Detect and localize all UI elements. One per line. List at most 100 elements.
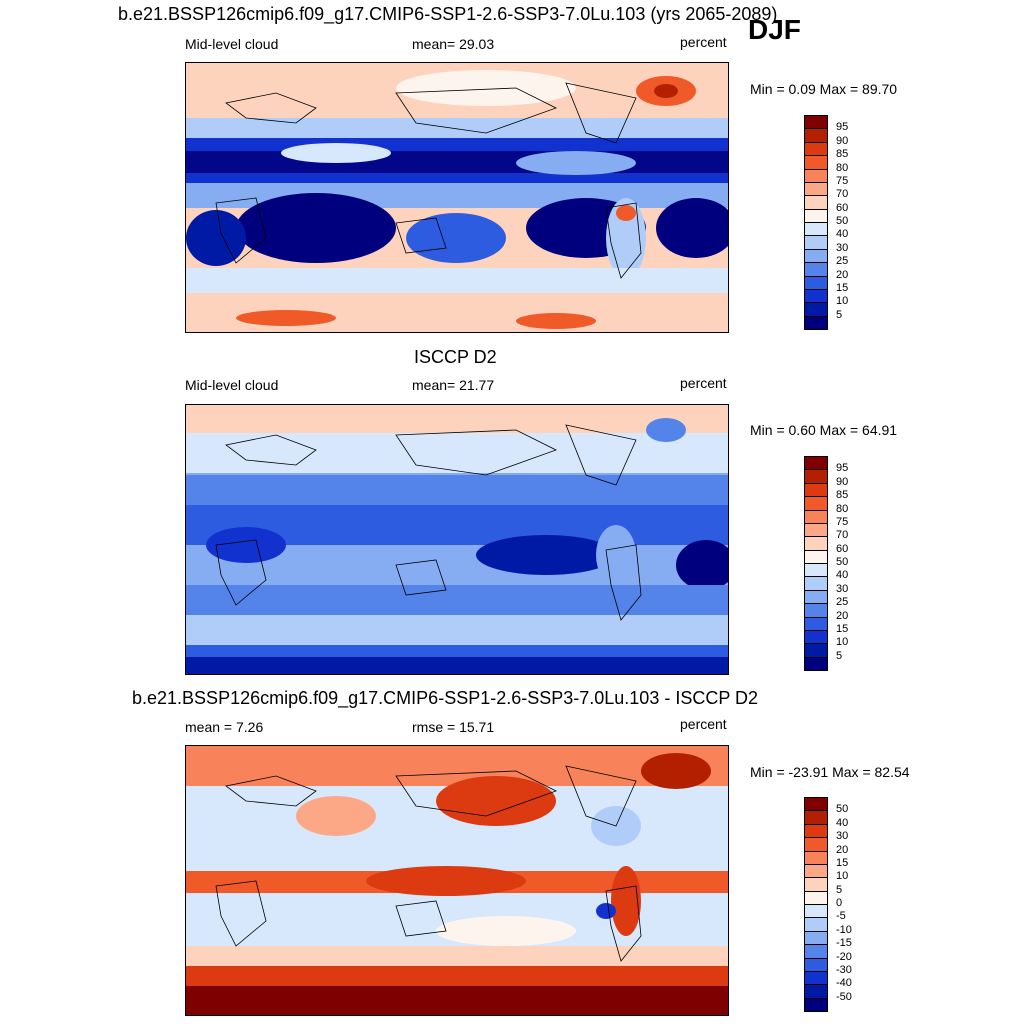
colorbar-tick-label: 75 [836, 174, 849, 187]
colorbar-cell [804, 616, 828, 631]
colorbar-tick-label: 50 [836, 556, 849, 568]
colorbar-tick-label: 60 [836, 542, 849, 555]
colorbar-tick-label: 30 [836, 830, 849, 843]
colorbar-cell [804, 115, 828, 130]
colorbar-cell [804, 496, 828, 511]
colorbar-cell [804, 315, 828, 330]
colorbar-cell [804, 128, 828, 143]
colorbar-tick-label: 85 [836, 489, 849, 502]
colorbar-tick-label: 20 [836, 843, 849, 856]
panel3-map [185, 745, 729, 1016]
colorbar-tick-label: 5 [836, 883, 843, 896]
colorbar-cell [804, 629, 828, 645]
panel3-units-label: percent [680, 716, 727, 732]
colorbar-tick-label: 70 [836, 188, 849, 201]
colorbar-cell [804, 576, 828, 591]
panel3-title: b.e21.BSSP126cmip6.f09_g17.CMIP6-SSP1-2.… [132, 688, 759, 708]
colorbar-tick-label: 15 [836, 281, 849, 294]
colorbar-cell [804, 944, 828, 959]
panel3-map-svg [186, 746, 728, 1015]
colorbar-tick-label: 15 [836, 856, 849, 869]
colorbar-tick-label: 40 [836, 228, 849, 241]
colorbar-tick-label: 10 [836, 636, 849, 649]
colorbar-cell [804, 141, 828, 157]
panel3-minmax: Min = -23.91 Max = 82.54 [750, 764, 910, 780]
colorbar-cell [804, 890, 828, 905]
panel2-map [185, 404, 729, 675]
colorbar-cell [804, 984, 828, 999]
colorbar-cell [804, 563, 828, 578]
colorbar-tick-label: 15 [836, 622, 849, 635]
panel1-mean-label: mean= 29.03 [412, 36, 495, 52]
colorbar-cell [804, 656, 828, 671]
colorbar-cell [804, 456, 828, 471]
colorbar-tick-label: 60 [836, 201, 849, 214]
colorbar-tick-label: 90 [836, 475, 849, 488]
colorbar-tick-label: 95 [836, 121, 849, 134]
colorbar-tick-label: -30 [836, 963, 852, 976]
colorbar-cell [804, 195, 828, 210]
panel3-mean-label: mean = 7.26 [185, 719, 264, 735]
colorbar-cell [804, 603, 828, 618]
colorbar-cell [804, 248, 828, 264]
panel1-title: b.e21.BSSP126cmip6.f09_g17.CMIP6-SSP1-2.… [118, 4, 778, 24]
colorbar-tick-label: 25 [836, 596, 849, 609]
colorbar-tick-label: -20 [836, 950, 852, 963]
colorbar-cell [804, 589, 828, 605]
colorbar-tick-label: -5 [836, 910, 846, 923]
panel1-units-label: percent [680, 34, 727, 50]
colorbar-tick-label: 80 [836, 502, 849, 515]
colorbar-cell [804, 522, 828, 538]
colorbar-cell [804, 863, 828, 879]
colorbar-cell [804, 262, 828, 277]
colorbar-tick-label: 5 [836, 308, 843, 321]
colorbar-cell [804, 482, 828, 498]
panel3-colorbar [804, 797, 828, 1012]
panel2-map-svg [186, 405, 728, 674]
colorbar-cell [804, 222, 828, 237]
panel2-title: ISCCP D2 [414, 347, 497, 367]
colorbar-cell [804, 181, 828, 197]
colorbar-tick-label: 40 [836, 569, 849, 582]
colorbar-cell [804, 823, 828, 839]
colorbar-tick-label: 30 [836, 241, 849, 254]
panel2-mean-label: mean= 21.77 [412, 377, 495, 393]
colorbar-tick-label: 0 [836, 897, 843, 909]
colorbar-tick-label: -50 [836, 990, 852, 1003]
colorbar-tick-label: 75 [836, 515, 849, 528]
colorbar-tick-label: -15 [836, 937, 852, 950]
colorbar-tick-label: 30 [836, 582, 849, 595]
panel1-colorbar [804, 115, 828, 330]
colorbar-tick-label: 20 [836, 609, 849, 622]
colorbar-tick-label: 90 [836, 134, 849, 147]
colorbar-cell [804, 904, 828, 919]
colorbar-cell [804, 837, 828, 852]
colorbar-tick-label: 85 [836, 148, 849, 161]
colorbar-cell [804, 797, 828, 812]
colorbar-cell [804, 549, 828, 564]
colorbar-cell [804, 810, 828, 825]
panel2-colorbar [804, 456, 828, 671]
panel2-variable-label: Mid-level cloud [185, 377, 279, 393]
colorbar-cell [804, 536, 828, 551]
colorbar-cell [804, 302, 828, 317]
panel2-minmax: Min = 0.60 Max = 64.91 [750, 422, 898, 438]
colorbar-tick-label: -40 [836, 977, 852, 990]
colorbar-cell [804, 208, 828, 223]
colorbar-cell [804, 877, 828, 892]
colorbar-cell [804, 155, 828, 170]
colorbar-cell [804, 643, 828, 658]
panel1-map-svg [186, 63, 728, 332]
colorbar-cell [804, 288, 828, 304]
season-label: DJF [748, 14, 801, 45]
colorbar-cell [804, 850, 828, 865]
colorbar-tick-label: 10 [836, 295, 849, 308]
colorbar-tick-label: 95 [836, 462, 849, 475]
panel1-variable-label: Mid-level cloud [185, 36, 279, 52]
colorbar-tick-label: -10 [836, 923, 852, 936]
colorbar-cell [804, 168, 828, 183]
colorbar-cell [804, 235, 828, 250]
panel1-map [185, 62, 729, 333]
colorbar-tick-label: 40 [836, 816, 849, 829]
panel1-minmax: Min = 0.09 Max = 89.70 [750, 81, 898, 97]
